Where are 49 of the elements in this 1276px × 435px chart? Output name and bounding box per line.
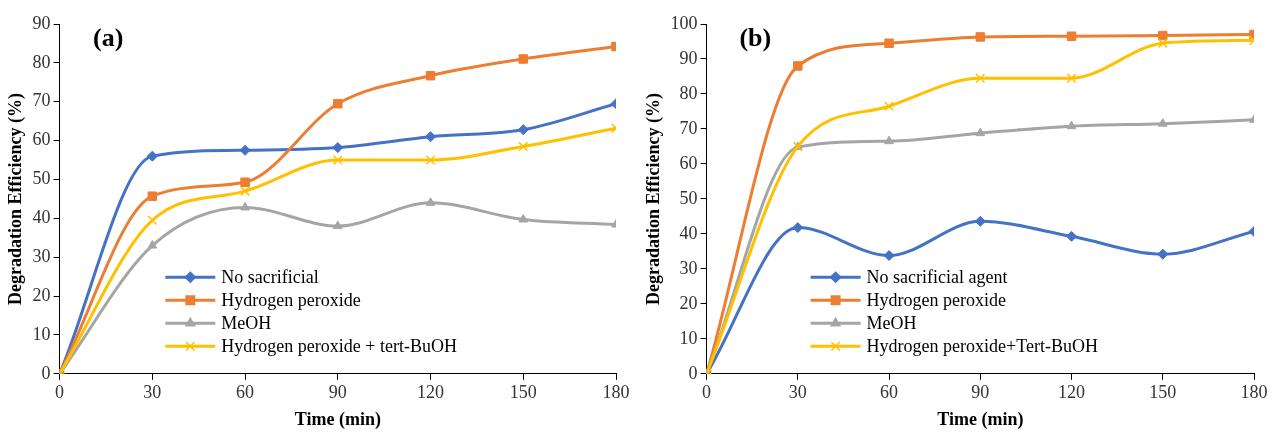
y-axis-title: Degradation Efficiency (%) [643, 92, 665, 305]
x-tick-label: 90 [328, 382, 347, 403]
y-tick-label: 10 [32, 323, 51, 344]
y-tick-label: 0 [41, 362, 51, 383]
chart-title: (b) [739, 22, 772, 52]
x-tick-label: 150 [509, 382, 537, 403]
legend-label: Hydrogen peroxide [221, 290, 361, 311]
x-tick-label: 0 [702, 382, 712, 403]
legend-label: MeOH [221, 313, 272, 334]
x-axis-title: Time (min) [294, 408, 381, 430]
y-tick-label: 100 [670, 12, 698, 33]
y-tick-label: 80 [32, 51, 51, 72]
y-tick-label: 70 [679, 117, 698, 138]
legend-label: No sacrificial [221, 267, 319, 288]
legend-label: Hydrogen peroxide+Tert-BuOH [866, 336, 1098, 357]
x-tick-label: 30 [143, 382, 162, 403]
y-tick-label: 20 [679, 292, 698, 313]
x-tick-label: 90 [971, 382, 990, 403]
y-tick-label: 40 [679, 222, 698, 243]
y-tick-label: 50 [679, 187, 698, 208]
legend-label: MeOH [866, 313, 917, 334]
x-tick-label: 120 [417, 382, 445, 403]
x-tick-label: 60 [236, 382, 255, 403]
x-tick-label: 150 [1149, 382, 1177, 403]
legend-label: Hydrogen peroxide + tert-BuOH [221, 336, 457, 357]
y-tick-label: 80 [679, 82, 698, 103]
x-tick-label: 180 [602, 382, 630, 403]
y-tick-label: 30 [32, 245, 51, 266]
y-tick-label: 60 [679, 152, 698, 173]
legend-label: No sacrificial agent [866, 267, 1008, 288]
y-tick-label: 90 [679, 47, 698, 68]
y-axis-title: Degradation Efficiency (%) [5, 92, 27, 305]
chart-title: (a) [92, 22, 124, 52]
y-tick-label: 0 [688, 362, 698, 383]
y-tick-label: 60 [32, 129, 51, 150]
x-tick-label: 60 [880, 382, 899, 403]
x-tick-label: 120 [1058, 382, 1086, 403]
y-tick-label: 90 [32, 12, 51, 33]
y-tick-label: 40 [32, 207, 51, 228]
y-tick-label: 10 [679, 327, 698, 348]
y-tick-label: 20 [32, 284, 51, 305]
x-axis-title: Time (min) [937, 408, 1024, 430]
legend-label: Hydrogen peroxide [866, 290, 1007, 311]
x-tick-label: 30 [788, 382, 807, 403]
y-tick-label: 50 [32, 168, 51, 189]
y-tick-label: 70 [32, 90, 51, 111]
x-tick-label: 180 [1240, 382, 1268, 403]
x-tick-label: 0 [55, 382, 65, 403]
y-tick-label: 30 [679, 257, 698, 278]
